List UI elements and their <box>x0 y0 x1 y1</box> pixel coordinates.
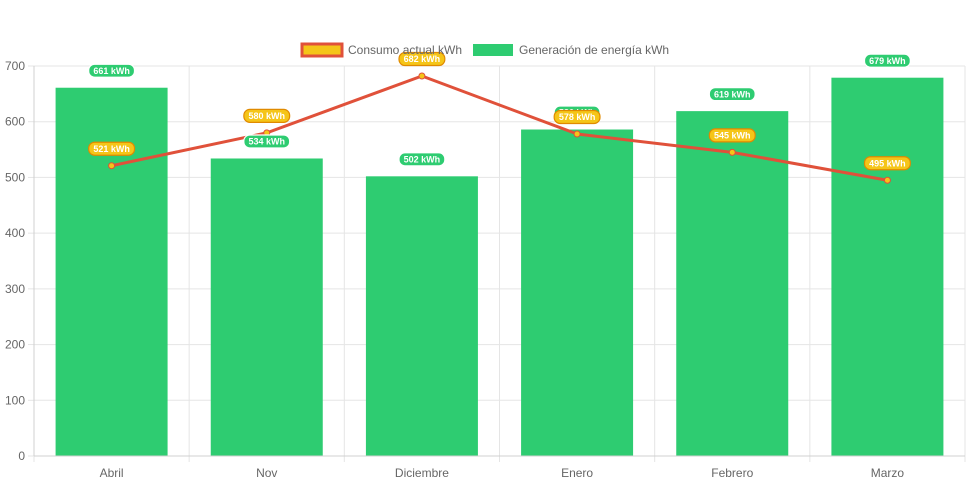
legend-label-consumo: Consumo actual kWh <box>348 43 462 57</box>
line-consumo <box>111 74 888 182</box>
axes: 0 100 200 300 400 500 600 700 Abril Nov Diciembre E… <box>5 59 965 480</box>
legend: Consumo actual kWh Generación de energía … <box>300 42 669 58</box>
bar-generacion[interactable] <box>521 129 634 456</box>
legend-swatch-consumo <box>300 42 344 58</box>
y-tick-label: 0 <box>18 449 25 463</box>
bar-generacion[interactable] <box>676 111 789 456</box>
x-tick-label: Marzo <box>871 466 905 480</box>
point-consumo[interactable] <box>728 148 736 156</box>
bar-data-label-bg <box>398 152 446 167</box>
y-tick-label: 400 <box>5 226 25 240</box>
line-data-label-bg <box>708 128 756 143</box>
point-consumo[interactable] <box>883 176 891 184</box>
bar-data-label-bg <box>88 63 136 78</box>
bar-generacion[interactable] <box>365 176 478 457</box>
line-data-label-text: 578 kWh <box>559 112 596 122</box>
line-data-label: 580 kWh <box>243 108 291 123</box>
x-tick-label: Diciembre <box>395 466 449 480</box>
line-data-label-text: 495 kWh <box>869 158 906 168</box>
legend-swatch-generacion <box>473 44 513 56</box>
line-data-label-text: 521 kWh <box>93 144 130 154</box>
point-consumo[interactable] <box>573 130 581 138</box>
line-data-label: 578 kWh <box>553 109 601 125</box>
line-data-label-bg <box>243 108 291 123</box>
bar-series <box>55 77 944 457</box>
line-data-label-text: 545 kWh <box>714 131 751 141</box>
bar-data-label-bg <box>243 134 291 149</box>
bar-data-label: 502 kWh <box>398 152 446 167</box>
y-tick-label: 700 <box>5 59 25 73</box>
bar-data-label-text: 679 kWh <box>869 56 906 66</box>
legend-label-generacion: Generación de energía kWh <box>519 43 669 57</box>
bar-data-label-text: 661 kWh <box>93 66 130 76</box>
bar-data-label-bg <box>863 53 911 68</box>
line-data-label-text: 682 kWh <box>404 54 441 64</box>
grid <box>33 65 966 462</box>
bar-data-label-bg <box>708 87 756 102</box>
x-tick-label: Febrero <box>711 466 753 480</box>
bar-data-label: 534 kWh <box>243 134 291 149</box>
bar-data-label: 679 kWh <box>863 53 911 68</box>
line-data-label: 495 kWh <box>863 156 911 171</box>
bar-generacion[interactable] <box>831 77 944 456</box>
line-series <box>108 72 891 184</box>
point-consumo[interactable] <box>108 162 116 170</box>
x-tick-label: Abril <box>100 466 124 480</box>
y-tick-label: 300 <box>5 282 25 296</box>
line-data-label: 682 kWh <box>398 51 446 67</box>
bar-data-label-text: 502 kWh <box>404 155 441 165</box>
point-consumo[interactable] <box>418 72 426 80</box>
bar-generacion[interactable] <box>210 158 323 456</box>
line-data-label-text: 580 kWh <box>248 111 285 121</box>
legend-item-consumo[interactable]: Consumo actual kWh <box>300 42 462 58</box>
y-tick-label: 500 <box>5 170 25 184</box>
bar-data-label: 661 kWh <box>88 63 136 78</box>
bar-data-label-text: 619 kWh <box>714 89 751 99</box>
x-tick-label: Enero <box>561 466 593 480</box>
y-tick-label: 100 <box>5 393 25 407</box>
legend-item-generacion[interactable]: Generación de energía kWh <box>473 43 669 57</box>
bar-data-label-text: 534 kWh <box>248 137 285 147</box>
line-data-label: 545 kWh <box>708 128 756 143</box>
x-tick-label: Nov <box>256 466 277 480</box>
line-data-label-bg <box>398 51 446 67</box>
bar-data-label: 619 kWh <box>708 87 756 102</box>
line-data-label-bg <box>553 109 601 125</box>
line-data-label-bg <box>88 141 136 156</box>
line-data-label: 521 kWh <box>88 141 136 156</box>
y-tick-label: 200 <box>5 338 25 352</box>
line-data-label-bg <box>863 156 911 171</box>
y-tick-label: 600 <box>5 115 25 129</box>
